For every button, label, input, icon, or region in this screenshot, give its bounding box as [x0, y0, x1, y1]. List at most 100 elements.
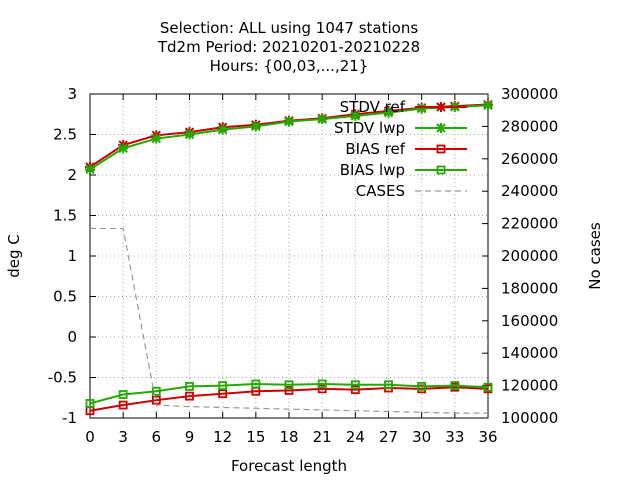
series-group: [85, 99, 493, 416]
data-point: [384, 380, 393, 390]
series-bias-lwp: [85, 379, 493, 408]
x-tick-label: 33: [445, 428, 464, 446]
chart-title-line-2: Td2m Period: 20210201-20210228: [157, 38, 420, 56]
legend-marker: [436, 123, 446, 133]
y-tick-label: -1: [62, 409, 77, 427]
data-point: [350, 110, 361, 121]
legend-label: CASES: [356, 182, 405, 200]
data-point: [284, 386, 294, 395]
data-point: [184, 129, 195, 140]
series-stdv-lwp: [85, 100, 493, 175]
data-point: [483, 100, 493, 111]
x-tick-label: 21: [313, 428, 332, 446]
y2-tick-label: 260000: [501, 150, 558, 168]
y-tick-label: 2.5: [53, 126, 77, 144]
series-cases: [90, 227, 488, 414]
data-point: [118, 143, 129, 154]
y2-tick-label: 120000: [501, 377, 558, 395]
legend: STDV ref STDV lwp BIAS ref BIAS lwp CASES: [334, 98, 467, 200]
data-point: [118, 390, 128, 399]
y2-tick-label: 280000: [501, 117, 558, 135]
y-tick-label: 0.5: [53, 288, 77, 306]
x-tick-label: 15: [246, 428, 265, 446]
series-line: [89, 103, 489, 168]
x-tick-label: 18: [279, 428, 298, 446]
x-axis-ticks: 0 3 6 9 12 15 18 21 24 27 30 33 36: [85, 94, 498, 446]
data-point: [185, 391, 194, 401]
data-point: [217, 124, 228, 135]
x-tick-label: 27: [379, 428, 398, 446]
data-point: [218, 389, 228, 399]
legend-label: BIAS lwp: [340, 161, 405, 179]
y2-tick-label: 220000: [501, 215, 558, 233]
data-point: [350, 380, 360, 390]
data-point: [85, 399, 95, 408]
data-point: [151, 133, 162, 144]
data-point: [483, 382, 493, 392]
y2-tick-label: 300000: [501, 85, 558, 103]
data-point: [284, 380, 294, 390]
x-tick-label: 30: [412, 428, 431, 446]
data-point: [218, 381, 228, 391]
data-point: [317, 379, 327, 389]
data-point: [317, 384, 327, 394]
chart-title-line-1: Selection: ALL using 1047 stations: [160, 19, 419, 37]
data-point: [151, 386, 161, 396]
legend-label: STDV ref: [340, 98, 406, 116]
y2-tick-label: 140000: [501, 344, 558, 362]
series-line: [89, 382, 489, 405]
series-line: [89, 386, 489, 412]
series-bias-ref: [85, 382, 493, 416]
grid: [90, 94, 488, 418]
data-point: [284, 116, 294, 127]
legend-entry: BIAS lwp: [340, 161, 467, 179]
legend-marker: [436, 144, 446, 154]
y2-axis-label: No cases: [586, 222, 604, 290]
y-axis-label: deg C: [5, 234, 23, 278]
chart-title-line-3: Hours: {00,03,...,21}: [210, 57, 369, 75]
data-point: [118, 400, 128, 410]
x-axis-label: Forecast length: [231, 457, 347, 475]
y2-tick-label: 180000: [501, 279, 558, 297]
data-point: [417, 382, 427, 391]
data-point: [185, 382, 194, 391]
y2-tick-label: 200000: [501, 247, 558, 265]
series-line: [90, 227, 488, 414]
legend-label: BIAS ref: [345, 140, 405, 158]
legend-entry: CASES: [356, 182, 467, 200]
y2-axis-ticks: 100000 120000 140000 160000 180000 200000 2200…: [482, 85, 558, 427]
x-tick-label: 36: [478, 428, 497, 446]
x-tick-label: 12: [213, 428, 232, 446]
data-point: [317, 114, 328, 125]
legend-marker: [436, 165, 446, 175]
data-point: [416, 103, 427, 114]
legend-label: STDV lwp: [334, 119, 405, 137]
chart-title: Selection: ALL using 1047 stations Td2m …: [157, 19, 420, 75]
legend-entry: STDV lwp: [334, 119, 467, 137]
legend-entry: STDV ref: [340, 98, 467, 116]
y2-tick-label: 240000: [501, 182, 558, 200]
x-tick-label: 0: [85, 428, 95, 446]
data-point: [383, 107, 394, 118]
y2-tick-label: 100000: [501, 409, 558, 427]
data-point: [251, 379, 261, 389]
data-point: [85, 164, 95, 175]
legend-entry: BIAS ref: [345, 140, 467, 158]
x-tick-label: 3: [118, 428, 128, 446]
x-tick-label: 6: [152, 428, 162, 446]
legend-marker: [436, 102, 446, 112]
y-tick-label: 1: [67, 247, 77, 265]
data-point: [350, 385, 360, 395]
y-tick-label: -0.5: [48, 369, 77, 387]
y-tick-label: 3: [67, 85, 77, 103]
y-tick-label: 1.5: [53, 207, 77, 225]
y2-tick-label: 160000: [501, 312, 558, 330]
y-tick-label: 0: [67, 328, 77, 346]
y-tick-label: 2: [67, 166, 77, 184]
x-tick-label: 9: [185, 428, 195, 446]
data-point: [250, 121, 261, 132]
y-axis-ticks: -1 -0.5 0 0.5 1 1.5 2 2.5 3: [48, 85, 96, 427]
data-point: [450, 381, 460, 391]
x-tick-label: 24: [346, 428, 365, 446]
